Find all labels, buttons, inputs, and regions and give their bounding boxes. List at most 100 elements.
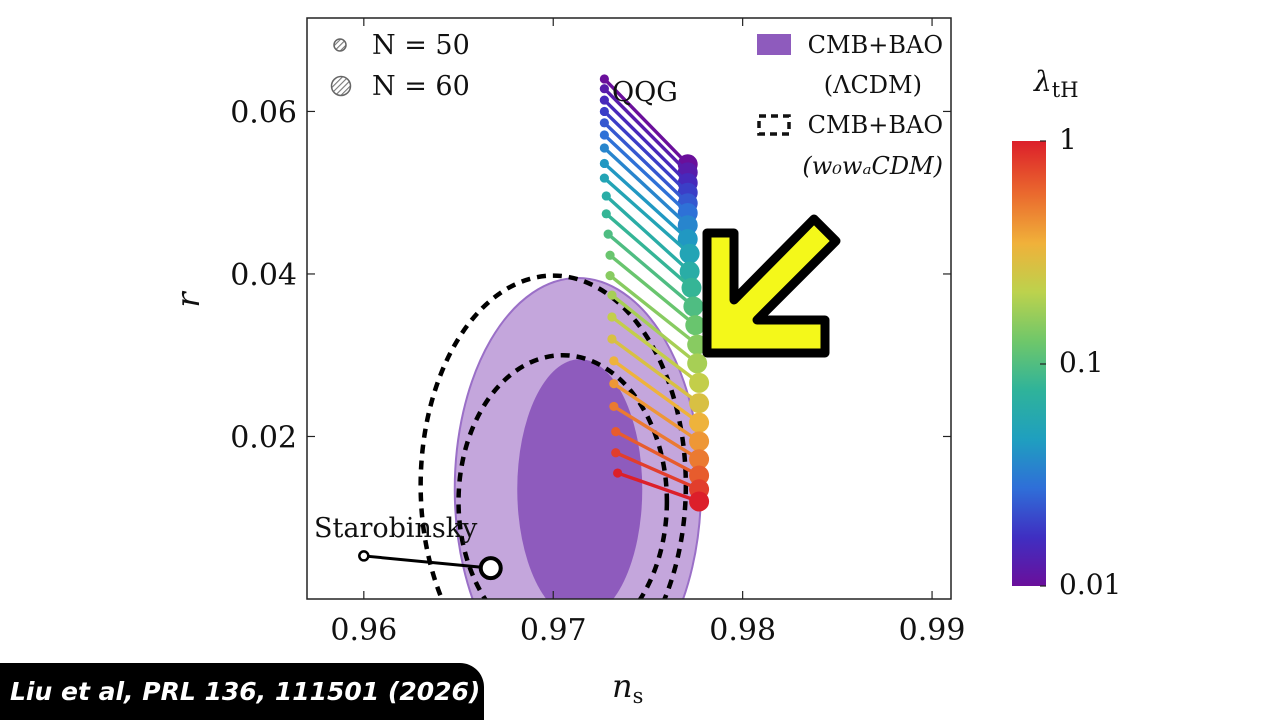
colorbar-tick: 0.1 bbox=[1059, 346, 1104, 379]
qqg-track-line bbox=[603, 110, 689, 194]
qqg-track bbox=[605, 250, 706, 336]
plot-frame bbox=[306, 17, 952, 600]
qqg-point-n60 bbox=[679, 261, 700, 282]
qqg-track-line bbox=[608, 253, 697, 327]
qqg-track-line bbox=[612, 359, 701, 425]
qqg-track-line bbox=[610, 337, 701, 405]
x-tick-label: 0.97 bbox=[520, 613, 587, 648]
qqg-track-line bbox=[607, 232, 695, 308]
qqg-track-line bbox=[612, 404, 700, 461]
qqg-point-n60 bbox=[689, 465, 710, 486]
qqg-track bbox=[611, 427, 710, 486]
qqg-track-line bbox=[617, 471, 700, 504]
qqg-track-line bbox=[603, 176, 691, 255]
legend-marker-n50 bbox=[333, 38, 347, 52]
qqg-point-n50 bbox=[599, 84, 609, 94]
qqg-track bbox=[609, 401, 710, 470]
qqg-point-n60 bbox=[687, 353, 708, 374]
qqg-point-n60 bbox=[689, 393, 710, 414]
qqg-track-line bbox=[610, 293, 699, 365]
qqg-track bbox=[599, 158, 698, 250]
qqg-point-n50 bbox=[613, 468, 623, 478]
qqg-point-n50 bbox=[599, 130, 609, 140]
y-tick-label: 0.02 bbox=[230, 420, 297, 455]
lcdm-68-contour bbox=[517, 359, 643, 599]
x-tick-label: 0.99 bbox=[899, 613, 966, 648]
qqg-point-n50 bbox=[609, 379, 619, 389]
starobinsky-point-n50 bbox=[358, 550, 370, 562]
colorbar-title: λtH bbox=[1033, 65, 1079, 102]
colorbar-tick: 1 bbox=[1059, 123, 1077, 156]
qqg-point-n60 bbox=[679, 243, 700, 264]
legend-label-w0wa: CMB+BAO bbox=[808, 111, 943, 139]
qqg-track-line bbox=[603, 87, 689, 174]
legend-label-lcdm-model: (ΛCDM) bbox=[824, 71, 922, 99]
qqg-point-n50 bbox=[599, 158, 609, 169]
qqg-series bbox=[599, 74, 710, 512]
qqg-point-n50 bbox=[599, 106, 609, 117]
legend-swatch-lcdm bbox=[757, 34, 791, 55]
qqg-track-line bbox=[603, 77, 689, 166]
x-tick-label: 0.96 bbox=[330, 613, 397, 648]
starobinsky-track-line bbox=[363, 554, 491, 570]
annotation-qqg: QQG bbox=[612, 77, 678, 108]
qqg-track-line bbox=[603, 133, 689, 215]
y-tick-label: 0.04 bbox=[230, 258, 297, 293]
qqg-point-n50 bbox=[601, 209, 611, 219]
qqg-point-n60 bbox=[689, 372, 710, 393]
y-tick-label: 0.06 bbox=[230, 95, 297, 130]
qqg-point-n50 bbox=[607, 334, 617, 344]
starobinsky-line bbox=[358, 550, 503, 581]
qqg-track bbox=[607, 290, 708, 374]
qqg-track bbox=[607, 334, 710, 414]
qqg-track bbox=[609, 379, 710, 452]
annotation-starobinsky: Starobinsky bbox=[314, 513, 478, 544]
qqg-point-n50 bbox=[603, 229, 613, 239]
qqg-track-line bbox=[609, 274, 699, 346]
qqg-point-n50 bbox=[611, 427, 621, 437]
qqg-track bbox=[609, 356, 710, 433]
qqg-track bbox=[603, 229, 704, 317]
qqg-point-n50 bbox=[605, 270, 615, 281]
citation-banner: Liu et al, PRL 136, 111501 (2026) bbox=[0, 663, 484, 720]
colorbar: 1 0.1 0.01 λtH bbox=[1012, 65, 1121, 601]
y-axis-label: r bbox=[169, 291, 207, 308]
qqg-point-n60 bbox=[685, 315, 706, 336]
qqg-point-n50 bbox=[605, 250, 615, 260]
w0wa-68-contour bbox=[456, 353, 670, 599]
legend-marker-n60 bbox=[330, 75, 352, 97]
legend-label-lcdm: CMB+BAO bbox=[808, 31, 943, 59]
qqg-point-n50 bbox=[607, 290, 617, 300]
qqg-point-n60 bbox=[689, 491, 710, 512]
qqg-track-line bbox=[603, 162, 689, 241]
legend-label-n50: N = 50 bbox=[372, 30, 470, 61]
qqg-track-line bbox=[605, 194, 691, 273]
colorbar-tick: 0.01 bbox=[1059, 568, 1121, 601]
legend: N = 50 N = 60 CMB+BAO (ΛCDM) CMB+BAO (w₀… bbox=[330, 30, 943, 180]
qqg-point-n50 bbox=[599, 143, 609, 153]
qqg-track-line bbox=[615, 451, 700, 491]
qqg-track bbox=[599, 173, 700, 264]
qqg-point-n50 bbox=[609, 356, 619, 366]
qqg-track-line bbox=[614, 430, 700, 477]
x-tick-label: 0.98 bbox=[709, 613, 776, 648]
qqg-point-n60 bbox=[687, 334, 708, 355]
qqg-point-n50 bbox=[611, 448, 621, 458]
qqg-track-line bbox=[610, 315, 701, 385]
qqg-point-n60 bbox=[689, 449, 710, 470]
qqg-point-n60 bbox=[681, 277, 702, 298]
axis-ticks bbox=[307, 18, 951, 599]
qqg-point-n50 bbox=[599, 118, 609, 128]
qqg-track-line bbox=[612, 382, 701, 443]
qqg-point-n50 bbox=[599, 74, 609, 84]
qqg-track-line bbox=[603, 98, 689, 185]
qqg-track-line bbox=[603, 146, 689, 227]
qqg-point-n50 bbox=[601, 191, 611, 201]
qqg-point-n60 bbox=[677, 215, 698, 236]
qqg-point-n50 bbox=[599, 95, 609, 105]
qqg-track bbox=[601, 209, 702, 298]
qqg-track-line bbox=[605, 212, 693, 290]
legend-label-n60: N = 60 bbox=[372, 71, 470, 102]
qqg-track bbox=[607, 312, 710, 393]
